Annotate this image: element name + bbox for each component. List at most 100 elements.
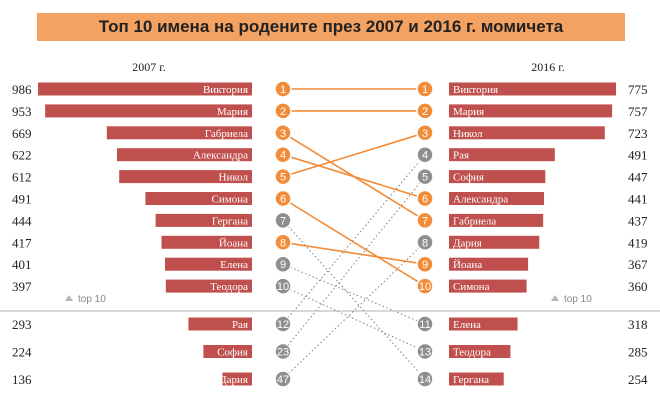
rank-circle	[274, 370, 292, 388]
bar-2007	[161, 235, 252, 249]
bar-name-2016: Теодора	[453, 347, 491, 359]
bar-2016	[449, 317, 518, 331]
rank-number: 3	[280, 128, 286, 140]
bar-name-2016: Дария	[453, 237, 482, 249]
rank-2007: 10	[274, 277, 292, 295]
rank-number: 14	[419, 374, 431, 386]
value-2007: 293	[12, 317, 32, 332]
value-2016: 723	[628, 126, 648, 141]
bar-2007	[106, 126, 253, 140]
rank-circle	[274, 80, 292, 98]
rank-circle	[416, 342, 434, 361]
bar-name-2007: Габриела	[205, 128, 248, 140]
bar-name-2016: Рая	[453, 150, 469, 162]
value-2016: 285	[628, 345, 648, 360]
rank-circle	[274, 189, 292, 208]
bar-2016	[449, 192, 545, 205]
rank-number: 8	[422, 237, 428, 249]
rank-number: 12	[277, 319, 289, 331]
rank-circle	[416, 370, 434, 388]
rank-circle	[274, 145, 292, 164]
rank-number: 23	[277, 347, 289, 359]
value-2016: 775	[628, 82, 648, 97]
connector-София	[282, 176, 426, 352]
bar-2007	[155, 213, 252, 227]
rank-number: 10	[419, 281, 431, 293]
value-2016: 360	[628, 279, 648, 294]
year-label-2016: 2016 г.	[531, 60, 565, 74]
bar-name-2007: Елена	[220, 259, 248, 271]
rank-circle	[416, 233, 434, 252]
value-2016: 491	[628, 148, 648, 163]
value-2016: 441	[628, 192, 648, 207]
rank-number: 7	[280, 215, 286, 227]
bar-2016	[449, 126, 605, 140]
rank-number: 9	[422, 259, 428, 271]
rank-2007: 23	[274, 342, 292, 361]
bar-2007	[203, 345, 252, 358]
rank-2016: 8	[416, 233, 434, 252]
rank-number: 6	[280, 194, 286, 206]
rank-circle	[416, 189, 434, 208]
rank-number: 2	[422, 106, 428, 118]
value-2007: 953	[12, 104, 32, 119]
rank-2007: 1	[274, 80, 292, 98]
connector-Теодора	[282, 285, 426, 352]
bar-name-2007: Гергана	[212, 215, 248, 227]
rank-number: 6	[422, 194, 428, 206]
rank-number: 1	[280, 84, 286, 96]
bar-2016	[449, 82, 616, 96]
rank-number: 13	[419, 347, 431, 359]
connector-Елена	[282, 263, 426, 325]
bar-name-2016: Симона	[453, 281, 490, 293]
left-bars: Виктория 986 Мария 953 Габриела 669 Александра…	[12, 82, 253, 387]
bar-name-2016: Елена	[453, 319, 481, 331]
bar-2016	[449, 372, 504, 386]
rank-number: 4	[280, 150, 286, 162]
rank-2007: 4	[274, 145, 292, 164]
rank-circle	[274, 277, 292, 295]
value-2016: 318	[628, 317, 648, 332]
bar-2007	[45, 104, 252, 118]
value-2007: 136	[12, 372, 32, 387]
top10-marker-left: top 10	[65, 294, 106, 305]
bar-2016	[449, 235, 540, 249]
value-2016: 437	[628, 213, 648, 228]
rank-number: 5	[422, 172, 428, 184]
connector-Александра	[282, 153, 426, 200]
rank-2016: 4	[416, 145, 434, 164]
rank-circle	[416, 211, 434, 230]
bar-name-2007: Виктория	[203, 84, 248, 96]
value-2007: 397	[12, 279, 32, 294]
rank-circle	[416, 102, 434, 120]
bar-name-2007: Теодора	[210, 281, 248, 293]
connector-Гергана	[282, 220, 426, 380]
bar-2016	[449, 257, 529, 271]
connector-Рая	[282, 154, 426, 325]
bar-2007	[117, 148, 252, 162]
value-2007: 669	[12, 126, 32, 141]
value-2016: 447	[628, 170, 648, 185]
rank-number: 5	[280, 172, 286, 184]
rank-circle	[274, 167, 292, 186]
bar-2016	[449, 148, 555, 162]
rank-number: 1	[422, 84, 428, 96]
rank-circle	[274, 255, 292, 273]
value-2007: 622	[12, 148, 32, 163]
bar-2016	[449, 104, 613, 118]
bar-name-2007: Йоана	[219, 237, 248, 249]
bar-name-2016: Гергана	[453, 374, 489, 386]
rank-circle	[274, 342, 292, 361]
bar-name-2007: Александра	[193, 150, 248, 162]
rank-circle	[274, 211, 292, 230]
connector-lines	[282, 88, 426, 380]
bar-2016	[449, 213, 544, 227]
bar-2016	[449, 170, 546, 184]
rank-2016: 13	[416, 342, 434, 361]
rank-2007: 7	[274, 211, 292, 230]
bar-name-2007: София	[217, 347, 248, 359]
top10-marker-right: top 10	[551, 294, 592, 305]
value-2016: 367	[628, 257, 648, 272]
bar-name-2007: Мария	[217, 106, 248, 118]
